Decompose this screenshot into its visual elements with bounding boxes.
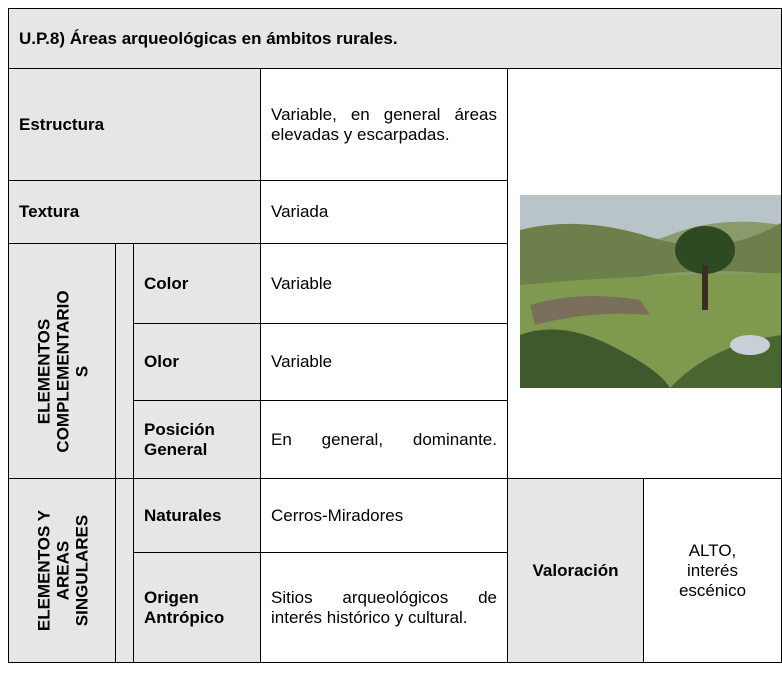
photo <box>520 195 781 388</box>
value: Variable, en general áreas elevadas y es… <box>271 104 497 144</box>
label: Olor <box>144 352 179 371</box>
group-label: ELEMENTOS Y AREAS SINGULARES <box>35 451 92 691</box>
label-cell: Origen Antrópico <box>133 552 261 663</box>
label-cell: Color <box>133 243 261 324</box>
value: Variable <box>271 273 333 293</box>
value: Cerros-Miradores <box>271 505 404 525</box>
value-cell: Sitios arqueológicos de interés históric… <box>260 552 508 663</box>
group-label-line: ELEMENTOS Y <box>34 509 54 632</box>
valuation-value-cell: ALTO, interés escénico <box>643 478 782 663</box>
value: Sitios arqueológicos de interés históric… <box>271 587 497 627</box>
group-cell: ELEMENTOS COMPLEMENTARIO S <box>8 243 116 479</box>
label-cell: Textura <box>8 180 261 244</box>
page: U.P.8) Áreas arqueológicas en ámbitos ru… <box>8 8 782 663</box>
image-cell <box>507 68 782 479</box>
group-label-line: SINGULARES <box>72 514 92 627</box>
value-cell: Variable, en general áreas elevadas y es… <box>260 68 508 181</box>
value-cell: En general, dominante. <box>260 400 508 479</box>
title: U.P.8) Áreas arqueológicas en ámbitos ru… <box>19 28 398 48</box>
valuation-value: ALTO, interés escénico <box>678 540 747 600</box>
label: Naturales <box>144 505 222 525</box>
title-cell: U.P.8) Áreas arqueológicas en ámbitos ru… <box>8 8 782 69</box>
label: Origen Antrópico <box>144 587 225 627</box>
value: Variable <box>271 352 333 371</box>
label-cell: Naturales <box>133 478 261 553</box>
value: Variada <box>271 202 329 221</box>
valuation-label-cell: Valoración <box>507 478 644 663</box>
value-cell: Variable <box>260 323 508 401</box>
valuation-label: Valoración <box>532 560 619 580</box>
value-cell: Cerros-Miradores <box>260 478 508 553</box>
label-cell: Olor <box>133 323 261 401</box>
group-cell: ELEMENTOS Y AREAS SINGULARES <box>8 478 116 663</box>
label: Estructura <box>19 114 105 134</box>
value-cell: Variada <box>260 180 508 244</box>
label: Textura <box>19 202 80 221</box>
label-cell: Estructura <box>8 68 261 181</box>
group-label-line: AREAS <box>53 540 73 601</box>
value-cell: Variable <box>260 243 508 324</box>
value: En general, dominante. <box>271 429 497 449</box>
label-cell: Posición General <box>133 400 261 479</box>
label: Color <box>144 273 189 293</box>
label: Posición General <box>144 419 215 459</box>
